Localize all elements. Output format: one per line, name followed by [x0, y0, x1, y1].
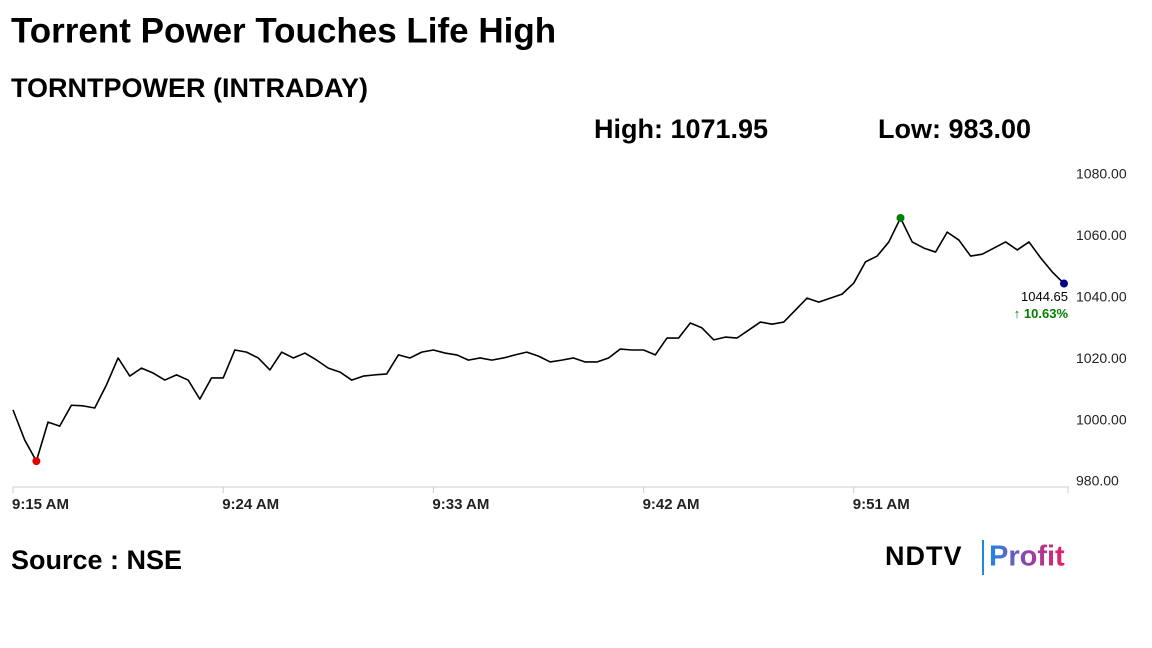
y-tick-label: 1040.00: [1076, 289, 1127, 305]
y-tick-label: 1080.00: [1076, 166, 1127, 182]
y-tick-label: 980.00: [1076, 473, 1119, 489]
low-label: Low: 983.00: [878, 114, 1031, 144]
logo-ndtv: NDTV: [885, 541, 963, 571]
last-marker: [1060, 279, 1068, 288]
chart-title: Torrent Power Touches Life High: [11, 11, 556, 50]
last-value-label: 1044.65: [1021, 289, 1068, 304]
x-tick-label: 9:51 AM: [853, 496, 910, 513]
x-tick-label: 9:24 AM: [222, 496, 279, 513]
source: Source : NSE: [11, 545, 182, 575]
x-tick-label: 9:42 AM: [643, 496, 700, 513]
price-line: [12, 217, 1065, 462]
x-tick-label: 9:15 AM: [12, 496, 69, 513]
y-tick-label: 1060.00: [1076, 227, 1127, 243]
y-tick-label: 1020.00: [1076, 350, 1127, 366]
x-tick-label: 9:33 AM: [432, 496, 489, 513]
chart-subtitle: TORNTPOWER (INTRADAY): [11, 73, 368, 103]
low-marker: [32, 457, 41, 466]
high-marker: [896, 213, 905, 222]
change-label: ↑ 10.63%: [1014, 306, 1069, 321]
high-label: High: 1071.95: [594, 114, 768, 144]
logo-profit: Profit: [989, 541, 1065, 573]
y-tick-label: 1000.00: [1076, 411, 1127, 427]
